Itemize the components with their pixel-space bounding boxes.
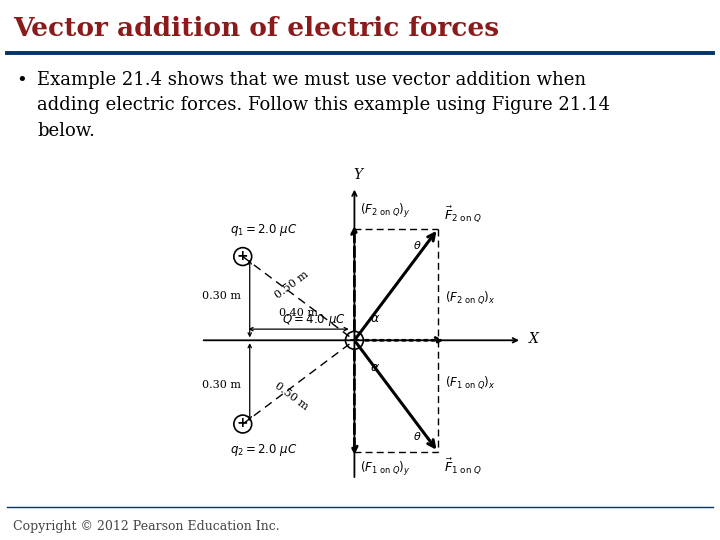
Text: $\alpha$: $\alpha$ <box>370 361 380 374</box>
Text: $(F_{1\ \mathrm{on}\ Q})_x$: $(F_{1\ \mathrm{on}\ Q})_x$ <box>445 374 496 391</box>
Text: 0.50 m: 0.50 m <box>273 380 310 412</box>
Text: Copyright © 2012 Pearson Education Inc.: Copyright © 2012 Pearson Education Inc. <box>13 520 279 534</box>
Text: 0.30 m: 0.30 m <box>202 291 241 301</box>
Text: $(F_{2\ \mathrm{on}\ Q})_x$: $(F_{2\ \mathrm{on}\ Q})_x$ <box>445 289 496 306</box>
Text: +: + <box>237 249 248 263</box>
Text: $(F_{2\ \mathrm{on}\ Q})_y$: $(F_{2\ \mathrm{on}\ Q})_y$ <box>360 202 410 220</box>
Text: 0.30 m: 0.30 m <box>202 380 241 390</box>
Text: 0.40 m: 0.40 m <box>279 308 318 318</box>
Text: $q_1 = 2.0\ \mu C$: $q_1 = 2.0\ \mu C$ <box>230 222 298 238</box>
Text: Example 21.4 shows that we must use vector addition when
adding electric forces.: Example 21.4 shows that we must use vect… <box>37 71 611 140</box>
Text: 0.50 m: 0.50 m <box>273 269 310 300</box>
Text: X: X <box>529 332 539 346</box>
Text: +: + <box>348 333 360 347</box>
Text: Vector addition of electric forces: Vector addition of electric forces <box>13 16 499 41</box>
Text: $Q = 4.0\ \mu C$: $Q = 4.0\ \mu C$ <box>282 312 346 328</box>
Text: $\vec{F}_{1\ \mathrm{on}\ Q}$: $\vec{F}_{1\ \mathrm{on}\ Q}$ <box>444 456 482 476</box>
Text: $\alpha$: $\alpha$ <box>370 312 380 325</box>
Text: $q_2 = 2.0\ \mu C$: $q_2 = 2.0\ \mu C$ <box>230 442 298 458</box>
Text: $\vec{F}_{2\ \mathrm{on}\ Q}$: $\vec{F}_{2\ \mathrm{on}\ Q}$ <box>444 205 482 225</box>
Text: $(F_{1\ \mathrm{on}\ Q})_y$: $(F_{1\ \mathrm{on}\ Q})_y$ <box>360 460 410 478</box>
Text: $\theta$: $\theta$ <box>413 430 421 442</box>
Text: $\theta$: $\theta$ <box>413 239 421 251</box>
Text: Y: Y <box>354 168 362 182</box>
Text: +: + <box>237 416 248 430</box>
Text: •: • <box>16 71 27 89</box>
